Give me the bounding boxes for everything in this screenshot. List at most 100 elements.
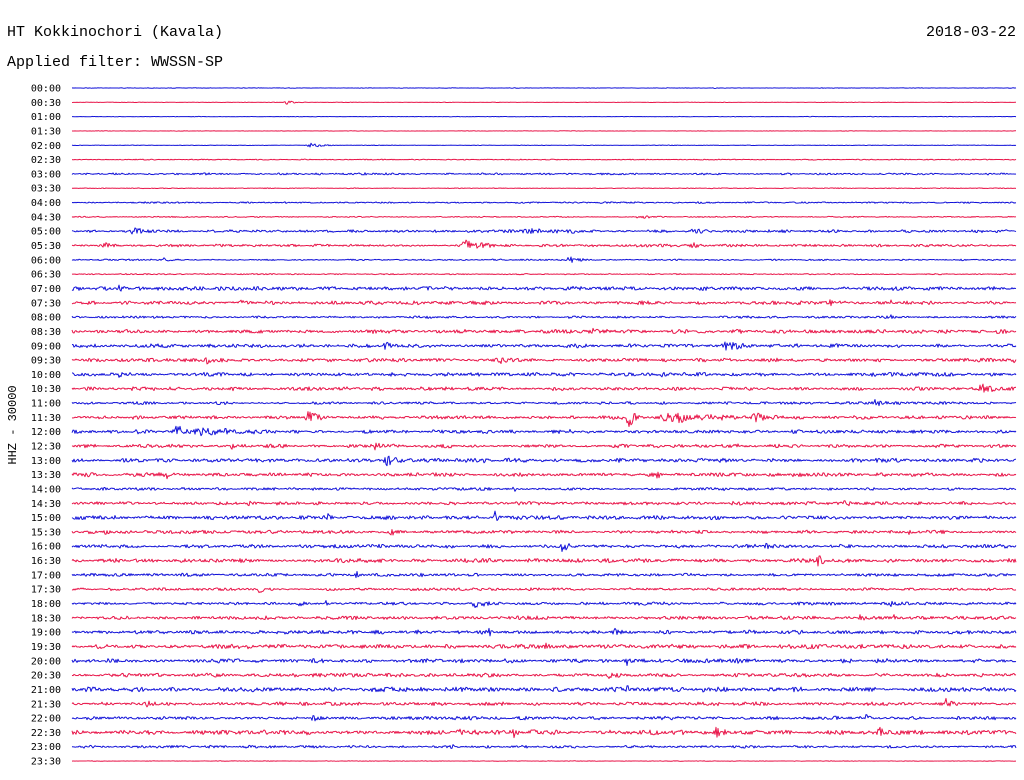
time-label-02-30: 02:30 (31, 155, 61, 166)
trace-17-30 (71, 587, 1017, 594)
trace-19-30 (71, 642, 1017, 650)
time-label-02-00: 02:00 (31, 141, 61, 152)
trace-14-00 (71, 486, 1017, 492)
trace-04-30 (71, 215, 1017, 219)
trace-09-30 (71, 357, 1017, 365)
time-label-18-30: 18:30 (31, 613, 61, 624)
trace-12-30 (71, 442, 1017, 451)
time-label-05-30: 05:30 (31, 241, 61, 252)
time-label-15-00: 15:00 (31, 513, 61, 524)
time-label-23-30: 23:30 (31, 757, 61, 768)
trace-16-30 (71, 555, 1017, 567)
time-label-21-00: 21:00 (31, 685, 61, 696)
time-label-21-30: 21:30 (31, 699, 61, 710)
time-label-14-30: 14:30 (31, 499, 61, 510)
trace-21-00 (71, 685, 1017, 693)
trace-08-00 (71, 314, 1017, 319)
trace-11-30 (71, 411, 1017, 428)
trace-22-00 (71, 714, 1017, 722)
time-label-10-30: 10:30 (31, 384, 61, 395)
record-date: 2018-03-22 (926, 24, 1016, 41)
trace-15-00 (71, 510, 1017, 521)
time-label-07-00: 07:00 (31, 284, 61, 295)
time-label-17-30: 17:30 (31, 585, 61, 596)
time-label-04-30: 04:30 (31, 212, 61, 223)
time-label-13-30: 13:30 (31, 470, 61, 481)
time-label-14-00: 14:00 (31, 484, 61, 495)
trace-02-00 (71, 142, 1017, 148)
time-label-20-30: 20:30 (31, 671, 61, 682)
time-label-09-30: 09:30 (31, 356, 61, 367)
time-label-13-00: 13:00 (31, 456, 61, 467)
trace-17-00 (71, 570, 1017, 579)
time-label-06-00: 06:00 (31, 255, 61, 266)
time-label-22-30: 22:30 (31, 728, 61, 739)
trace-06-00 (71, 256, 1017, 263)
trace-09-00 (71, 341, 1017, 351)
time-label-12-00: 12:00 (31, 427, 61, 438)
trace-12-00 (71, 425, 1017, 437)
channel-scale-label: HHZ - 30000 (6, 385, 20, 464)
trace-07-30 (71, 299, 1017, 307)
time-label-23-00: 23:00 (31, 742, 61, 753)
trace-05-30 (71, 239, 1017, 249)
trace-14-30 (71, 500, 1017, 507)
time-label-03-00: 03:00 (31, 169, 61, 180)
time-label-15-30: 15:30 (31, 527, 61, 538)
time-label-08-00: 08:00 (31, 313, 61, 324)
trace-15-30 (71, 529, 1017, 536)
trace-18-30 (71, 614, 1017, 621)
time-label-00-30: 00:30 (31, 98, 61, 109)
trace-23-30 (71, 760, 1017, 762)
trace-06-30 (71, 273, 1017, 276)
trace-13-00 (71, 455, 1017, 467)
time-label-11-30: 11:30 (31, 413, 61, 424)
time-label-16-30: 16:30 (31, 556, 61, 567)
trace-10-00 (71, 371, 1017, 378)
time-label-19-30: 19:30 (31, 642, 61, 653)
time-label-22-00: 22:00 (31, 714, 61, 725)
trace-13-30 (71, 471, 1017, 480)
trace-16-00 (71, 542, 1017, 552)
time-label-03-30: 03:30 (31, 184, 61, 195)
trace-11-00 (71, 399, 1017, 407)
time-label-10-00: 10:00 (31, 370, 61, 381)
trace-10-30 (71, 383, 1017, 393)
time-label-20-00: 20:00 (31, 656, 61, 667)
time-label-16-00: 16:00 (31, 542, 61, 553)
time-label-01-00: 01:00 (31, 112, 61, 123)
station-title: HT Kokkinochori (Kavala) (7, 24, 223, 41)
time-label-19-00: 19:00 (31, 628, 61, 639)
trace-21-30 (71, 697, 1017, 708)
time-label-04-00: 04:00 (31, 198, 61, 209)
trace-05-00 (71, 227, 1017, 235)
trace-02-30 (71, 158, 1017, 161)
trace-00-30 (71, 100, 1017, 105)
trace-04-00 (71, 201, 1017, 204)
trace-00-00 (71, 87, 1017, 90)
time-label-11-00: 11:00 (31, 399, 61, 410)
time-label-06-30: 06:30 (31, 270, 61, 281)
time-label-08-30: 08:30 (31, 327, 61, 338)
trace-22-30 (71, 726, 1017, 739)
trace-23-00 (71, 744, 1017, 749)
time-label-01-30: 01:30 (31, 126, 61, 137)
time-label-00-00: 00:00 (31, 84, 61, 95)
trace-03-00 (71, 172, 1017, 176)
trace-07-00 (71, 284, 1017, 292)
trace-03-30 (71, 187, 1017, 190)
time-label-12-30: 12:30 (31, 442, 61, 453)
time-label-18-00: 18:00 (31, 599, 61, 610)
traces (71, 87, 1017, 762)
trace-08-30 (71, 327, 1017, 334)
time-label-09-00: 09:00 (31, 341, 61, 352)
trace-19-00 (71, 627, 1017, 637)
trace-20-30 (71, 672, 1017, 679)
time-label-07-30: 07:30 (31, 298, 61, 309)
time-label-05-00: 05:00 (31, 227, 61, 238)
trace-18-00 (71, 600, 1017, 609)
trace-20-00 (71, 657, 1017, 666)
filter-subtitle: Applied filter: WWSSN-SP (7, 54, 223, 71)
time-labels: 00:00 00:30 01:00 01:30 02:00 02:30 03:00 03:30… (31, 84, 61, 768)
